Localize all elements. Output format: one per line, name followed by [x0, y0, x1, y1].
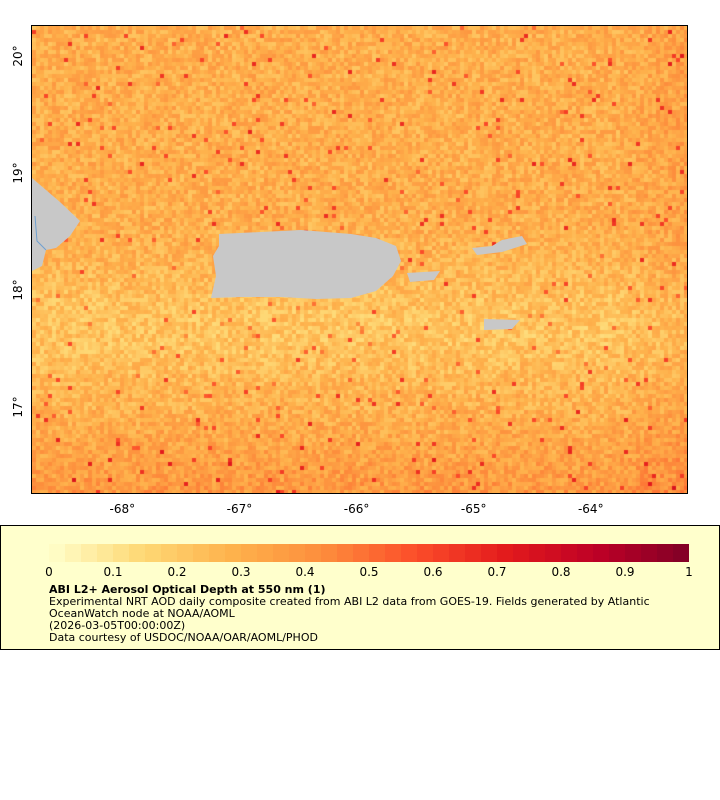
lon-tick-label: -67° [226, 502, 253, 516]
lat-tick-label: 17° [11, 396, 25, 419]
colorbar-step [353, 544, 369, 562]
colorbar-step [209, 544, 225, 562]
colorbar-label: 0.9 [615, 565, 635, 579]
colorbar-step [673, 544, 689, 562]
lat-tick-label: 19° [11, 162, 25, 184]
colorbar-step [465, 544, 481, 562]
colorbar-step [337, 544, 353, 562]
colorbar-label: 0.7 [487, 565, 507, 579]
legend-credit: Data courtesy of USDOC/NOAA/OAR/AOML/PHO… [49, 631, 318, 644]
lon-tick-label: -64° [577, 502, 604, 516]
colorbar-label: 0.2 [167, 565, 187, 579]
colorbar-step [321, 544, 337, 562]
colorbar-label: 0.8 [551, 565, 571, 579]
colorbar-label: 0.4 [295, 565, 315, 579]
lon-tick-label: -66° [343, 502, 370, 516]
colorbar-step [305, 544, 321, 562]
colorbar-step [449, 544, 465, 562]
legend-description-2: OceanWatch node at NOAA/AOML [49, 607, 235, 620]
colorbar-step [257, 544, 273, 562]
colorbar-step [81, 544, 97, 562]
colorbar-step [401, 544, 417, 562]
lat-tick-label: 20° [11, 45, 25, 67]
colorbar-step [65, 544, 81, 562]
colorbar-step [561, 544, 577, 562]
colorbar [49, 544, 689, 562]
colorbar-step [129, 544, 145, 562]
colorbar-step [369, 544, 385, 562]
colorbar-label: 0.3 [231, 565, 251, 579]
colorbar-step [593, 544, 609, 562]
colorbar-step [97, 544, 113, 562]
colorbar-step [545, 544, 561, 562]
colorbar-step [113, 544, 129, 562]
colorbar-step [193, 544, 209, 562]
colorbar-step [225, 544, 241, 562]
legend-title: ABI L2+ Aerosol Optical Depth at 550 nm … [49, 583, 326, 596]
colorbar-step [497, 544, 513, 562]
colorbar-label: 1 [685, 565, 693, 579]
border-line [34, 215, 47, 251]
colorbar-label: 0.1 [103, 565, 123, 579]
colorbar-step [657, 544, 673, 562]
colorbar-step [417, 544, 433, 562]
st-croix-land [484, 319, 520, 330]
colorbar-step [161, 544, 177, 562]
legend-description-1: Experimental NRT AOD daily composite cre… [49, 595, 650, 608]
colorbar-step [481, 544, 497, 562]
legend-panel: 0 0.1 0.2 0.3 0.4 0.5 0.6 0.7 0.8 0.9 1 ABI L2+ Ae… [0, 525, 720, 650]
colorbar-step [641, 544, 657, 562]
colorbar-label: 0 [45, 565, 53, 579]
puerto-rico-land [211, 230, 401, 299]
colorbar-step [49, 544, 65, 562]
colorbar-step [241, 544, 257, 562]
virgin-islands-land [472, 236, 527, 255]
hispaniola-land [32, 178, 80, 271]
land-layer [32, 178, 527, 330]
colorbar-step [385, 544, 401, 562]
colorbar-step [273, 544, 289, 562]
vieques-land [407, 271, 440, 282]
colorbar-step [145, 544, 161, 562]
colorbar-label: 0.6 [423, 565, 443, 579]
colorbar-step [513, 544, 529, 562]
legend-time: (2026-03-05T00:00:00Z) [49, 619, 186, 632]
map-plot [31, 25, 688, 494]
colorbar-step [433, 544, 449, 562]
lon-tick-label: -65° [460, 502, 487, 516]
colorbar-step [609, 544, 625, 562]
colorbar-step [177, 544, 193, 562]
colorbar-step [577, 544, 593, 562]
lat-tick-label: 18° [11, 279, 25, 301]
colorbar-step [529, 544, 545, 562]
colorbar-step [289, 544, 305, 562]
lon-tick-label: -68° [109, 502, 136, 516]
colorbar-step [625, 544, 641, 562]
colorbar-label: 0.5 [359, 565, 379, 579]
